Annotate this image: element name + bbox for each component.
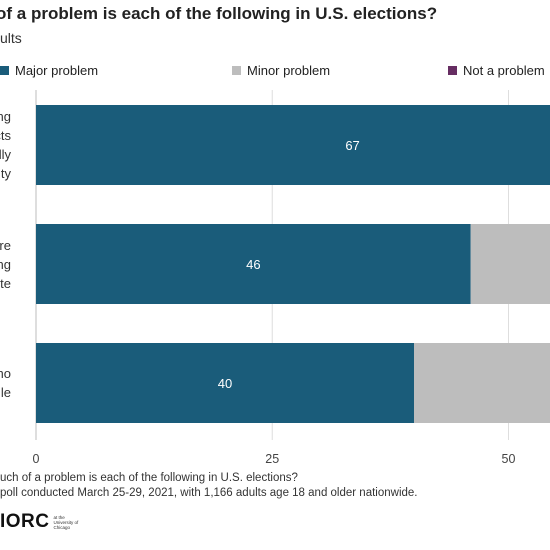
row-label-1: ng icts ally ty [0,107,11,183]
legend-item-major: Major problem [0,63,98,78]
row-label-1-line-2: icts [0,128,11,143]
row-label-3-line-2: le [0,385,11,400]
footnote-source: poll conducted March 25-29, 2021, with 1… [0,487,418,499]
legend-item-minor: Minor problem [232,63,330,78]
legend-item-not: Not a problem [448,63,545,78]
row-label-3: who le [0,364,11,402]
legend-label-not: Not a problem [463,63,545,78]
data-label-3-1: 40 [218,376,232,391]
legend-swatch-not [448,66,457,75]
row-label-1-line-3: ally [0,147,11,162]
row-label-1-line-1: ng [0,109,11,124]
bar-3-minor-problem [414,343,550,423]
bar-2-minor-problem [470,224,550,304]
row-label-2-line-3: ote [0,276,11,291]
logo-text: IORC [0,511,50,532]
data-label-2-1: 46 [246,257,260,272]
footnote-question: uch of a problem is each of the followin… [0,472,298,484]
row-label-2: are eing ote [0,236,11,293]
logo-subtext: at the University of Chicago [53,514,79,530]
chart-title: of a problem is each of the following in… [0,4,438,23]
x-tick-label-0: 0 [33,452,40,466]
row-label-2-line-2: eing [0,257,11,272]
legend-swatch-major [0,66,9,75]
bar-3-major-problem [36,343,414,423]
row-label-1-line-4: ty [0,166,11,181]
row-label-2-line-1: are [0,238,11,253]
chart-subtitle: ults [0,30,22,46]
x-tick-label-25: 25 [265,452,279,466]
x-tick-label-50: 50 [502,452,516,466]
norc-logo: IORC at the University of Chicago [0,511,84,533]
legend-label-major: Major problem [15,63,99,78]
legend-swatch-minor [232,66,241,75]
row-label-3-line-1: who [0,366,11,381]
bar-1-major-problem [36,105,550,185]
legend-label-minor: Minor problem [247,63,331,78]
bar-2-major-problem [36,224,471,304]
data-label-1-1: 67 [345,138,359,153]
stacked-bar-chart: 672646334031280255075 [33,90,550,466]
